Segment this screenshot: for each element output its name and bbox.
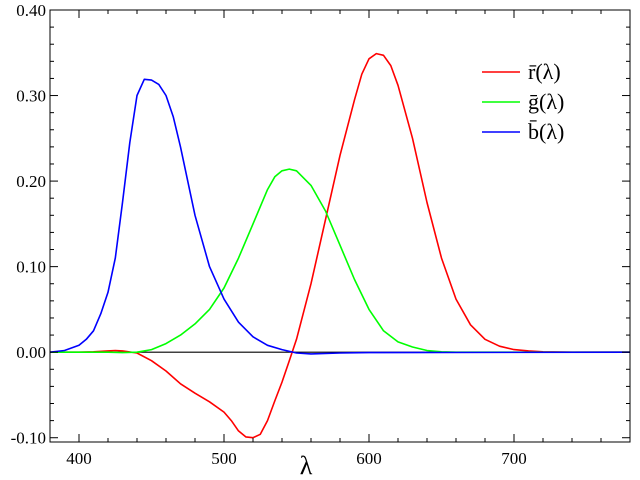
series-line-2 (49, 78, 631, 355)
x-tick-label: 500 (211, 449, 237, 468)
series-line-1 (50, 168, 630, 354)
y-tick-label: 0.00 (16, 343, 46, 362)
legend-label-1: ḡ(λ) (528, 89, 564, 114)
x-tick-label: 400 (66, 449, 92, 468)
legend: r̄(λ) ḡ(λ) b̄(λ) (482, 59, 564, 144)
y-tick-label: 0.30 (16, 87, 46, 106)
plot-frame (49, 9, 631, 443)
legend-label-2: b̄(λ) (528, 119, 564, 144)
plot-area (49, 52, 631, 439)
y-tick-label: 0.40 (16, 1, 46, 20)
x-tick-label: 700 (501, 449, 527, 468)
x-tick-label: 600 (356, 449, 382, 468)
y-tick-label: 0.10 (16, 258, 46, 277)
legend-label-0: r̄(λ) (528, 59, 561, 84)
series-line-0 (50, 52, 630, 439)
y-tick-label: -0.10 (11, 429, 46, 448)
x-axis-label: λ (300, 451, 313, 480)
y-tick-label: 0.20 (16, 172, 46, 191)
